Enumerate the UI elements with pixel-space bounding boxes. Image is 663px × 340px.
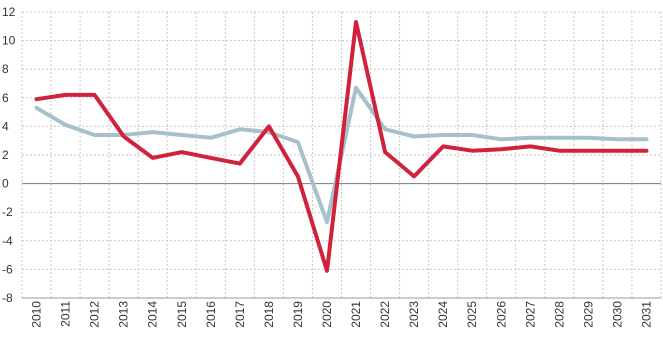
x-tick-label: 2025	[465, 301, 479, 328]
y-tick-label: 4	[2, 119, 9, 133]
x-tick-label: 2024	[436, 301, 450, 328]
x-tick-label: 2029	[581, 301, 595, 328]
x-tick-label: 2019	[291, 301, 305, 328]
y-tick-label: 6	[2, 91, 9, 105]
x-tick-label: 2014	[146, 301, 160, 328]
x-tick-label: 2027	[523, 301, 537, 328]
x-tick-label: 2028	[552, 301, 566, 328]
y-tick-label: -2	[2, 205, 13, 219]
x-tick-label: 2020	[320, 301, 334, 328]
x-tick-label: 2013	[117, 301, 131, 328]
series-line-1	[34, 20, 649, 273]
tick-labels: -8 -6 -4 -2 0 2 4 6 8 10 12 2010 2011 2012 2013 2014 201…	[2, 5, 653, 328]
y-tick-label: -4	[2, 234, 13, 248]
x-tick-label: 2010	[30, 301, 44, 328]
x-tick-label: 2011	[59, 301, 73, 327]
x-tick-label: 2015	[175, 301, 189, 328]
x-tick-label: 2026	[494, 301, 508, 328]
x-tick-label: 2016	[204, 301, 218, 328]
y-tick-label: 12	[2, 5, 16, 19]
y-tick-label: -8	[2, 291, 13, 305]
y-tick-label: 2	[2, 148, 9, 162]
y-tick-label: 0	[2, 177, 9, 191]
x-tick-label: 2018	[262, 301, 276, 328]
y-tick-label: 8	[2, 62, 9, 76]
x-tick-label: 2023	[407, 301, 421, 328]
y-tick-label: 10	[2, 34, 16, 48]
x-tick-label: 2017	[233, 301, 247, 328]
x-tick-label: 2021	[349, 301, 363, 328]
y-tick-label: -6	[2, 262, 13, 276]
x-tick-label: 2030	[610, 301, 624, 328]
x-tick-label: 2031	[639, 301, 653, 328]
x-tick-label: 2022	[378, 301, 392, 328]
series-layer	[34, 20, 649, 273]
axes	[22, 183, 661, 299]
x-tick-label: 2012	[88, 301, 102, 328]
